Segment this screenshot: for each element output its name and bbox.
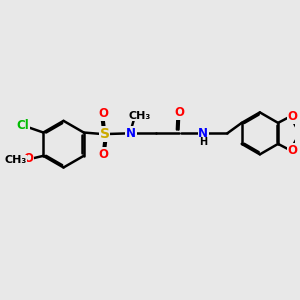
Text: O: O — [98, 148, 108, 161]
Text: H: H — [199, 137, 207, 147]
Text: Cl: Cl — [16, 119, 29, 132]
Text: N: N — [198, 127, 208, 140]
Text: S: S — [100, 127, 110, 141]
Text: O: O — [174, 106, 184, 119]
Text: O: O — [287, 144, 297, 157]
Text: O: O — [24, 152, 34, 165]
Text: CH₃: CH₃ — [129, 111, 151, 121]
Text: CH₃: CH₃ — [4, 155, 27, 165]
Text: O: O — [98, 107, 108, 120]
Text: O: O — [287, 110, 297, 123]
Text: N: N — [126, 127, 136, 140]
